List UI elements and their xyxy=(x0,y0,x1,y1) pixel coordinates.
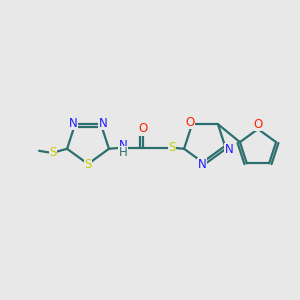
Text: N: N xyxy=(224,143,233,156)
Text: S: S xyxy=(50,146,57,159)
Text: O: O xyxy=(138,122,148,135)
Text: O: O xyxy=(185,116,195,129)
Text: H: H xyxy=(118,146,127,159)
Text: N: N xyxy=(69,117,77,130)
Text: N: N xyxy=(99,117,107,130)
Text: N: N xyxy=(118,139,127,152)
Text: N: N xyxy=(198,158,206,172)
Text: S: S xyxy=(84,158,92,172)
Text: S: S xyxy=(168,141,175,154)
Text: O: O xyxy=(254,118,262,130)
